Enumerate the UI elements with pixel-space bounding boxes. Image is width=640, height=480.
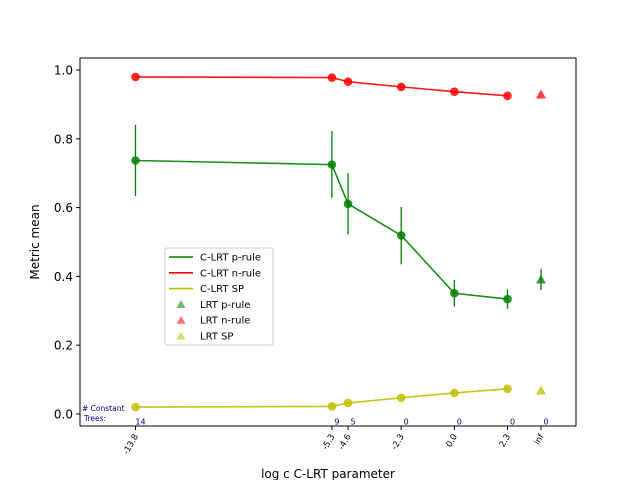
data-point xyxy=(131,156,140,165)
data-point xyxy=(396,393,406,403)
legend-marker-swatch xyxy=(176,299,186,308)
constant-tree-count: 0 xyxy=(457,418,462,427)
data-point xyxy=(343,398,353,408)
data-point xyxy=(327,73,337,82)
data-point xyxy=(503,384,512,394)
series-line xyxy=(135,76,508,97)
series-line xyxy=(135,159,508,300)
data-point xyxy=(327,402,337,411)
constant-tree-count: 5 xyxy=(351,418,356,427)
data-point xyxy=(396,231,406,240)
legend-label: C-LRT n-rule xyxy=(200,268,261,279)
y-tick-label: 0.4 xyxy=(54,270,73,284)
data-point xyxy=(343,77,353,87)
legend-label: C-LRT p-rule xyxy=(200,253,261,264)
x-tick-label: -5.3 xyxy=(321,433,338,452)
y-tick-label: 0.8 xyxy=(54,132,73,146)
y-axis-label: Metric mean xyxy=(28,204,42,279)
legend-marker-swatch xyxy=(176,315,186,324)
data-point xyxy=(450,388,459,398)
data-point xyxy=(343,199,353,209)
x-axis-label: log c C-LRT parameter xyxy=(261,467,395,480)
data-point xyxy=(450,87,459,97)
y-tick-label: 0.6 xyxy=(54,201,73,215)
data-point xyxy=(503,294,512,304)
legend-label: LRT p-rule xyxy=(200,300,250,311)
legend: C-LRT p-rule C-LRT n-rule C-LRT SP LRT p-ru… xyxy=(164,247,274,346)
legend-marker-swatch xyxy=(176,331,186,340)
legend-label: LRT SP xyxy=(200,332,233,343)
x-tick-label: inf xyxy=(533,432,548,447)
data-point xyxy=(503,91,512,101)
constant-tree-count: 0 xyxy=(404,418,409,427)
reference-point xyxy=(536,385,546,395)
data-point xyxy=(450,288,459,298)
annotation-line-1: # Constant xyxy=(82,404,124,413)
data-point xyxy=(131,402,140,412)
constant-tree-count: 0 xyxy=(510,418,515,427)
y-tick-label: 0.0 xyxy=(54,407,73,421)
reference-point xyxy=(536,89,546,99)
y-tick-label: 0.2 xyxy=(54,339,73,353)
x-tick-label: -4.6 xyxy=(337,433,354,452)
x-tick-label: 2.3 xyxy=(498,433,513,450)
constant-tree-count: 14 xyxy=(135,418,145,427)
constant-tree-count: 0 xyxy=(543,418,548,427)
series-line xyxy=(135,388,508,408)
data-point xyxy=(396,82,406,92)
x-tick-label: -2.3 xyxy=(390,433,407,452)
legend-label: LRT n-rule xyxy=(200,316,250,327)
annotation-line-2: Trees: xyxy=(83,414,106,423)
legend-label: C-LRT SP xyxy=(200,284,244,295)
plot-area xyxy=(79,57,577,427)
x-tick-label: 0.0 xyxy=(445,433,460,450)
x-tick-label: -13.8 xyxy=(121,433,141,457)
constant-tree-count: 9 xyxy=(334,418,339,427)
reference-point xyxy=(536,274,546,284)
data-point xyxy=(327,160,337,169)
data-point xyxy=(131,72,140,82)
y-tick-label: 1.0 xyxy=(54,64,73,78)
